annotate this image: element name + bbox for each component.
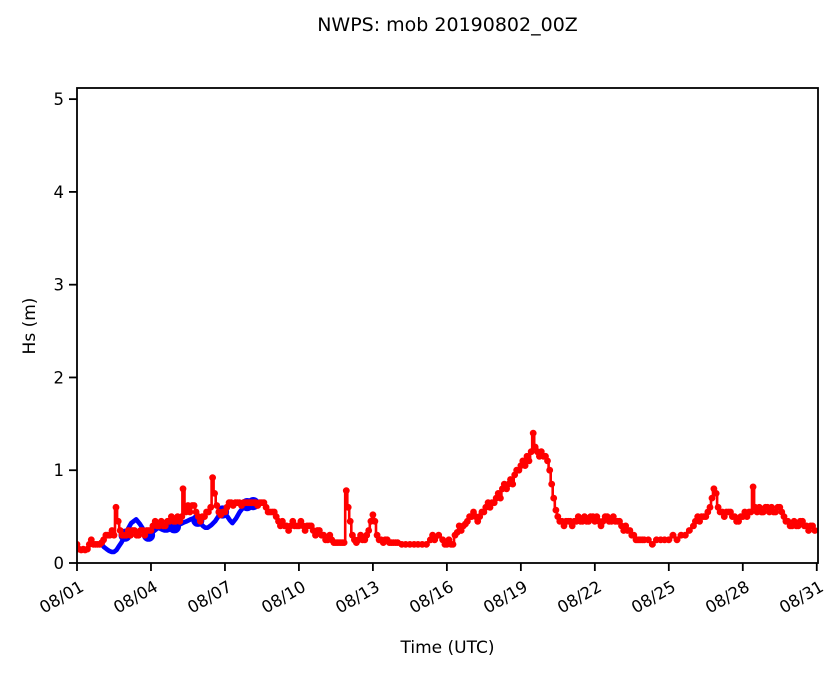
red-series-dot [179, 485, 187, 493]
x-tick-label: 08/13 [332, 577, 383, 617]
red-series-dot [525, 457, 533, 465]
x-tick-label: 08/31 [776, 577, 827, 617]
y-tick-label: 5 [54, 90, 65, 109]
red-series-dot [509, 480, 517, 488]
red-series-dot [342, 487, 350, 494]
red-series-dot [550, 494, 558, 502]
red-series-dot [186, 508, 194, 516]
red-series-dot [110, 531, 118, 539]
red-series-dot [685, 527, 693, 534]
red-series-dot [747, 508, 755, 516]
red-series-dot [211, 490, 219, 497]
x-tick-label: 08/01 [36, 577, 87, 617]
red-series-dot [544, 457, 551, 465]
x-tick-label: 08/25 [628, 577, 679, 617]
y-tick-label: 2 [54, 368, 65, 387]
red-series-dot [665, 536, 673, 544]
red-series-dot [644, 536, 652, 544]
red-series-dot [344, 503, 352, 511]
red-series-dot [178, 513, 186, 520]
red-series-dot [811, 527, 818, 534]
red-series-dot [435, 531, 443, 539]
red-series-dot [365, 527, 373, 534]
red-series-dot [648, 541, 656, 548]
red-series-dot [190, 502, 198, 509]
x-axis-label: Time (UTC) [400, 638, 495, 658]
red-series-dot [431, 536, 438, 544]
red-series-dot [449, 541, 457, 548]
y-tick-label: 4 [54, 183, 65, 202]
red-series-dot [706, 503, 714, 511]
red-series-dot [529, 429, 537, 437]
red-series-dot [213, 502, 221, 509]
x-tick-label: 08/16 [406, 577, 457, 617]
x-tick-label: 08/04 [110, 577, 161, 617]
red-series-dot [673, 536, 681, 544]
y-tick-label: 3 [54, 276, 65, 295]
red-series-dot [497, 494, 504, 502]
red-series-dot [340, 539, 348, 546]
red-series-dot [369, 511, 377, 519]
red-series-dot [552, 506, 560, 514]
red-series-dot [371, 517, 379, 525]
red-series-line [77, 431, 815, 552]
red-series-dot [209, 474, 217, 481]
x-tick-label: 08/19 [480, 577, 531, 617]
red-series-dot [669, 531, 677, 539]
red-series-dot [346, 517, 354, 525]
y-tick-label: 0 [54, 554, 65, 573]
x-tick-label: 08/07 [184, 577, 235, 617]
red-series-dot [112, 503, 120, 511]
red-series-dot [114, 517, 122, 525]
plot-spines [76, 87, 819, 564]
red-series-dot [521, 462, 529, 469]
red-series-dot [708, 494, 716, 502]
red-series-dot [548, 480, 556, 488]
x-tick-label: 08/10 [258, 577, 309, 617]
red-series-dot [423, 541, 430, 548]
x-tick-label: 08/28 [702, 577, 753, 617]
y-tick-label: 1 [54, 461, 65, 480]
x-tick-label: 08/22 [554, 577, 605, 617]
red-series-dot [527, 448, 535, 456]
chart-title: NWPS: mob 20190802_00Z [317, 14, 578, 36]
red-series-dot [749, 483, 757, 491]
red-series-dot [546, 466, 554, 474]
red-series-dot [712, 490, 720, 497]
red-series-dot [207, 503, 215, 511]
red-series-dot [681, 531, 689, 539]
